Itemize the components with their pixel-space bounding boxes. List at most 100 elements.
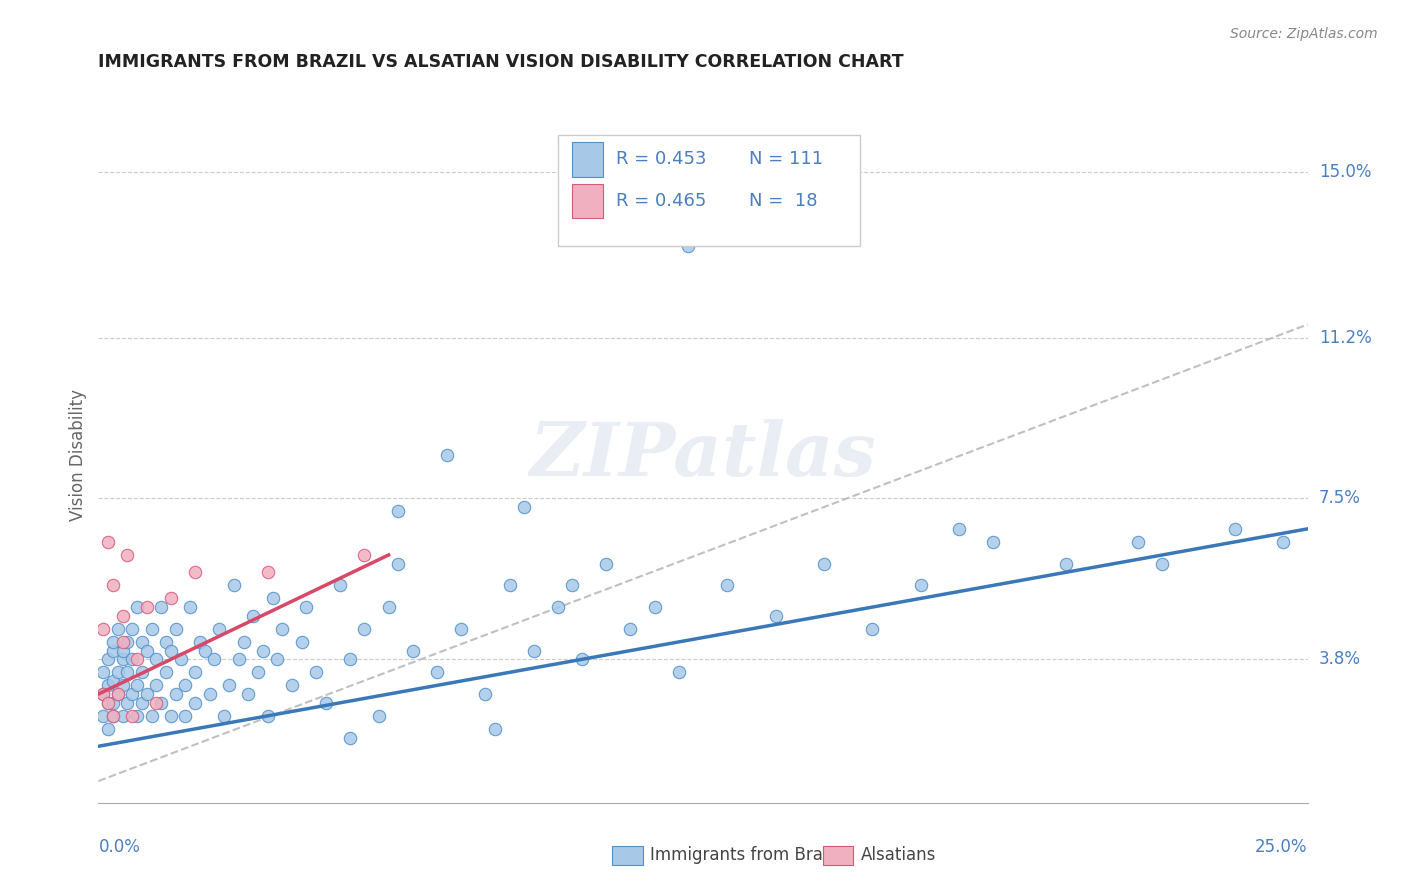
Point — [107, 622, 129, 636]
Point — [222, 578, 245, 592]
Point — [165, 622, 187, 636]
Point — [121, 687, 143, 701]
Point — [498, 578, 520, 592]
Point — [252, 643, 274, 657]
Point — [247, 665, 270, 680]
Point — [436, 448, 458, 462]
Point — [368, 708, 391, 723]
Text: R = 0.465: R = 0.465 — [616, 192, 706, 210]
Point — [117, 635, 139, 649]
Text: ZIPatlas: ZIPatlas — [530, 418, 876, 491]
Text: 0.0%: 0.0% — [98, 838, 141, 855]
Point — [450, 622, 472, 636]
Point — [174, 678, 197, 692]
Point — [1272, 534, 1295, 549]
Text: IMMIGRANTS FROM BRAZIL VS ALSATIAN VISION DISABILITY CORRELATION CHART: IMMIGRANTS FROM BRAZIL VS ALSATIAN VISIO… — [98, 54, 904, 71]
Point — [339, 652, 361, 666]
Point — [131, 696, 153, 710]
Point — [184, 566, 207, 580]
Point — [547, 600, 569, 615]
Point — [208, 622, 231, 636]
Point — [377, 600, 399, 615]
Point — [101, 696, 124, 710]
Point — [668, 665, 690, 680]
Point — [141, 622, 163, 636]
Point — [150, 696, 173, 710]
Point — [353, 622, 375, 636]
Point — [204, 652, 226, 666]
Point — [174, 708, 197, 723]
Point — [155, 635, 177, 649]
Text: Source: ZipAtlas.com: Source: ZipAtlas.com — [1230, 27, 1378, 41]
Point — [107, 687, 129, 701]
Point — [135, 643, 157, 657]
Point — [101, 578, 124, 592]
Point — [97, 696, 120, 710]
Text: R = 0.453: R = 0.453 — [616, 150, 706, 169]
Point — [135, 687, 157, 701]
Point — [329, 578, 352, 592]
Point — [910, 578, 932, 592]
Point — [218, 678, 240, 692]
Point — [256, 566, 278, 580]
Point — [91, 687, 114, 701]
Point — [184, 665, 207, 680]
Point — [765, 608, 787, 623]
Point — [97, 678, 120, 692]
Point — [111, 708, 134, 723]
Point — [111, 652, 134, 666]
Point — [127, 678, 149, 692]
Point — [1223, 522, 1246, 536]
Point — [117, 696, 139, 710]
Text: 25.0%: 25.0% — [1256, 838, 1308, 855]
Point — [1152, 557, 1174, 571]
Point — [150, 600, 173, 615]
Point — [948, 522, 970, 536]
Point — [266, 652, 288, 666]
Point — [523, 643, 546, 657]
Point — [127, 652, 149, 666]
Point — [474, 687, 496, 701]
Point — [305, 665, 328, 680]
Point — [111, 608, 134, 623]
Point — [860, 622, 883, 636]
Text: N =  18: N = 18 — [749, 192, 817, 210]
Point — [107, 665, 129, 680]
Point — [184, 696, 207, 710]
Point — [117, 548, 139, 562]
Point — [111, 643, 134, 657]
Point — [111, 678, 134, 692]
Point — [484, 722, 506, 736]
Point — [644, 600, 666, 615]
Point — [232, 635, 254, 649]
Point — [281, 678, 304, 692]
Point — [315, 696, 337, 710]
Point — [256, 708, 278, 723]
Point — [160, 591, 183, 606]
Point — [101, 643, 124, 657]
Text: 7.5%: 7.5% — [1319, 490, 1361, 508]
Point — [242, 608, 264, 623]
Point — [813, 557, 835, 571]
Point — [387, 557, 409, 571]
Point — [101, 708, 124, 723]
Point — [169, 652, 191, 666]
Point — [228, 652, 250, 666]
Text: 15.0%: 15.0% — [1319, 163, 1371, 181]
Point — [155, 665, 177, 680]
Point — [387, 504, 409, 518]
Point — [145, 652, 167, 666]
Point — [91, 622, 114, 636]
Point — [107, 687, 129, 701]
Point — [188, 635, 211, 649]
Point — [561, 578, 583, 592]
Point — [339, 731, 361, 745]
Point — [271, 622, 294, 636]
Point — [513, 500, 536, 514]
Point — [402, 643, 425, 657]
Point — [595, 557, 617, 571]
Point — [1128, 534, 1150, 549]
Point — [121, 708, 143, 723]
Bar — [572, 142, 603, 177]
Point — [101, 635, 124, 649]
